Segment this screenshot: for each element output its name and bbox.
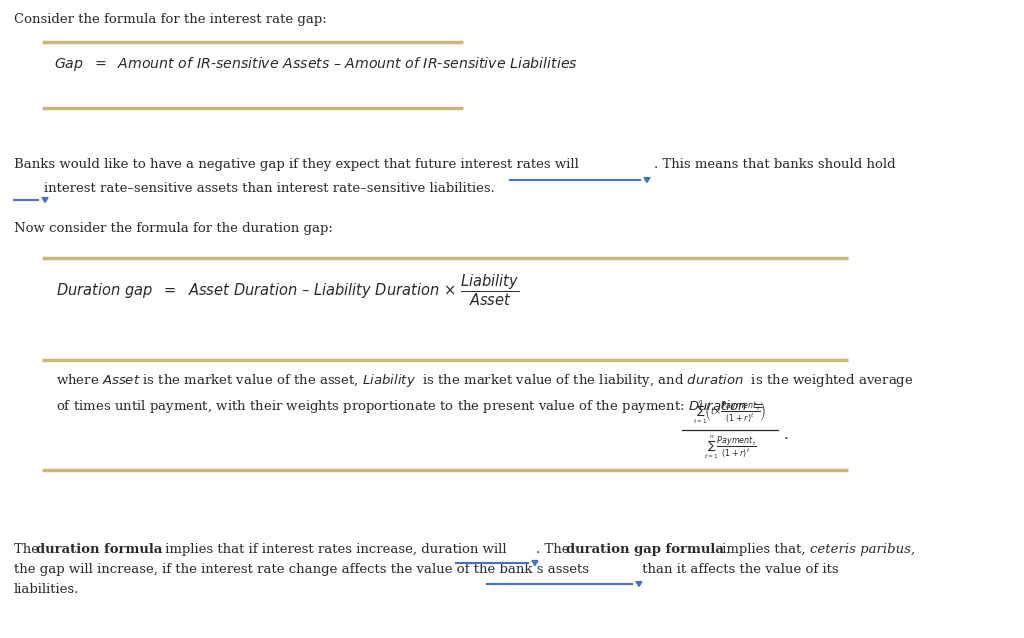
Text: $\mathit{Duration\ gap}$  $=$  $\mathit{Asset\ Duration}$ $–$ $\mathit{Liability: $\mathit{Duration\ gap}$ $=$ $\mathit{As… <box>56 272 519 308</box>
Text: where $\mathit{Asset}$ is the market value of the asset, $\mathit{Liability}$  i: where $\mathit{Asset}$ is the market val… <box>56 372 913 389</box>
Text: The: The <box>14 543 43 556</box>
Text: . This means that banks should hold: . This means that banks should hold <box>654 158 896 171</box>
Text: implies that if interest rates increase, duration will: implies that if interest rates increase,… <box>161 543 507 556</box>
Text: liabilities.: liabilities. <box>14 583 80 596</box>
Text: $\sum_{t=1}^{n}\dfrac{\mathit{Payment}_t}{(1+r)^t}$: $\sum_{t=1}^{n}\dfrac{\mathit{Payment}_t… <box>703 434 757 461</box>
Text: interest rate–sensitive assets than interest rate–sensitive liabilities.: interest rate–sensitive assets than inte… <box>44 182 495 195</box>
Text: duration gap formula: duration gap formula <box>566 543 724 556</box>
Polygon shape <box>636 582 642 586</box>
Text: Now consider the formula for the duration gap:: Now consider the formula for the duratio… <box>14 222 333 235</box>
Text: duration formula: duration formula <box>36 543 163 556</box>
Text: Consider the formula for the interest rate gap:: Consider the formula for the interest ra… <box>14 13 327 26</box>
Text: the gap will increase, if the interest rate change affects the value of the bank: the gap will increase, if the interest r… <box>14 563 589 576</box>
Text: ceteris paribus,: ceteris paribus, <box>810 543 915 556</box>
Text: $\sum_{t=1}^{n}\!\left(t\!\times\!\dfrac{\mathit{Payment}_t}{(1+r)^t}\right)$: $\sum_{t=1}^{n}\!\left(t\!\times\!\dfrac… <box>693 399 767 426</box>
Text: than it affects the value of its: than it affects the value of its <box>638 563 839 576</box>
Text: Banks would like to have a negative gap if they expect that future interest rate: Banks would like to have a negative gap … <box>14 158 579 171</box>
Text: of times until payment, with their weights proportionate to the present value of: of times until payment, with their weigh… <box>56 398 764 415</box>
Text: . The: . The <box>536 543 573 556</box>
Text: .: . <box>784 428 788 442</box>
Polygon shape <box>644 177 650 182</box>
Text: $\mathit{Gap}$  $=$  $\mathit{Amount\ of\ IR\text{-}sensitive\ Assets}$ $–$ $\ma: $\mathit{Gap}$ $=$ $\mathit{Amount\ of\ … <box>54 55 578 73</box>
Polygon shape <box>42 198 48 202</box>
Text: implies that,: implies that, <box>718 543 810 556</box>
Polygon shape <box>532 561 538 565</box>
